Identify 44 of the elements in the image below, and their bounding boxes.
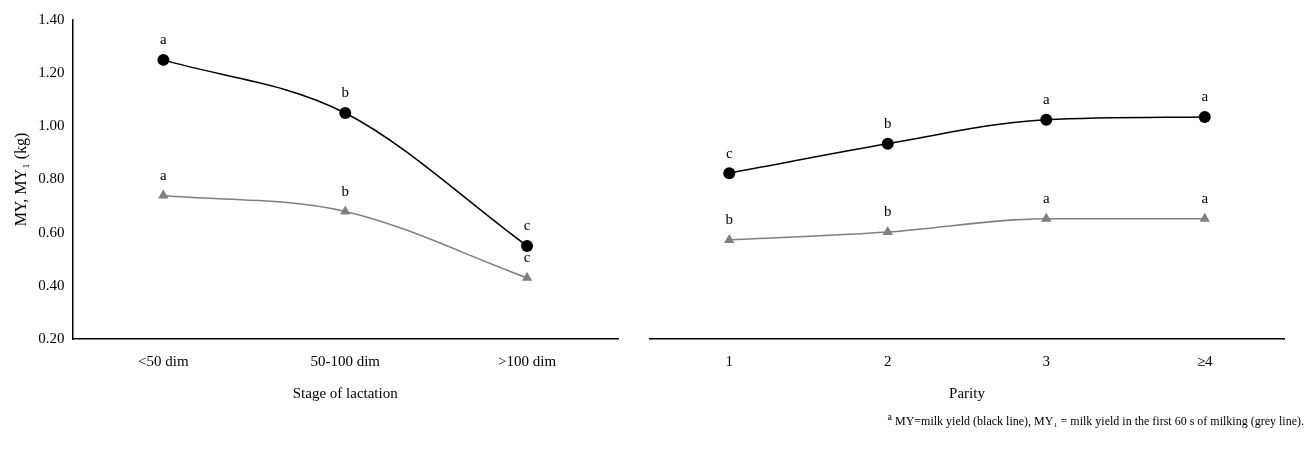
- annotation: a: [1042, 190, 1050, 207]
- point: [723, 167, 736, 180]
- x-tick-label: 50-100 dim: [310, 352, 381, 369]
- annotation: b: [341, 182, 349, 199]
- x-tick-label: 2: [884, 352, 892, 369]
- point: [1198, 110, 1211, 123]
- point: [521, 239, 534, 252]
- point: [882, 226, 893, 235]
- y-tick-label: 0.60: [38, 223, 65, 240]
- annotation: a: [160, 31, 168, 48]
- text: $^{a}$ MY=milk yield (black line), MY₁ = milk yield in the first 60 s of milking (grey line).: [886, 411, 1304, 429]
- x-axis-title: Stage of lactation: [292, 384, 399, 401]
- annotation: a: [1042, 91, 1050, 108]
- point: [521, 271, 533, 281]
- annotation: b: [884, 203, 892, 220]
- point: [339, 107, 352, 120]
- y-tick-label: 1.00: [38, 117, 65, 134]
- y-tick-label: 0.20: [38, 329, 65, 346]
- annotation: b: [884, 115, 892, 132]
- y-tick-label: 0.40: [38, 276, 65, 293]
- annotation: c: [725, 144, 733, 161]
- x-tick-label: 1: [725, 352, 733, 369]
- annotation: a: [1201, 88, 1209, 105]
- point: [157, 53, 170, 66]
- x-axis-title: Parity: [949, 384, 986, 401]
- point: [724, 234, 735, 244]
- point: [881, 137, 894, 150]
- annotation: c: [523, 249, 531, 266]
- annotation: b: [725, 211, 733, 228]
- y-tick-label: 0.80: [38, 170, 65, 187]
- annotation: c: [523, 217, 531, 234]
- y-axis-title: MY, MY₁ (kg): [11, 132, 30, 227]
- annotation: a: [160, 166, 168, 183]
- annotation: b: [341, 84, 349, 101]
- point: [1040, 113, 1053, 126]
- y-tick-label: 1.40: [38, 10, 65, 27]
- point: [1199, 212, 1210, 222]
- x-tick-label: ≥4: [1196, 352, 1214, 369]
- x-tick-label: 3: [1042, 352, 1050, 369]
- point: [1041, 212, 1052, 222]
- annotation: a: [1201, 190, 1209, 207]
- x-tick-label: >100 dim: [498, 352, 557, 369]
- y-tick-label: 1.20: [38, 64, 65, 81]
- x-tick-label: <50 dim: [138, 352, 189, 369]
